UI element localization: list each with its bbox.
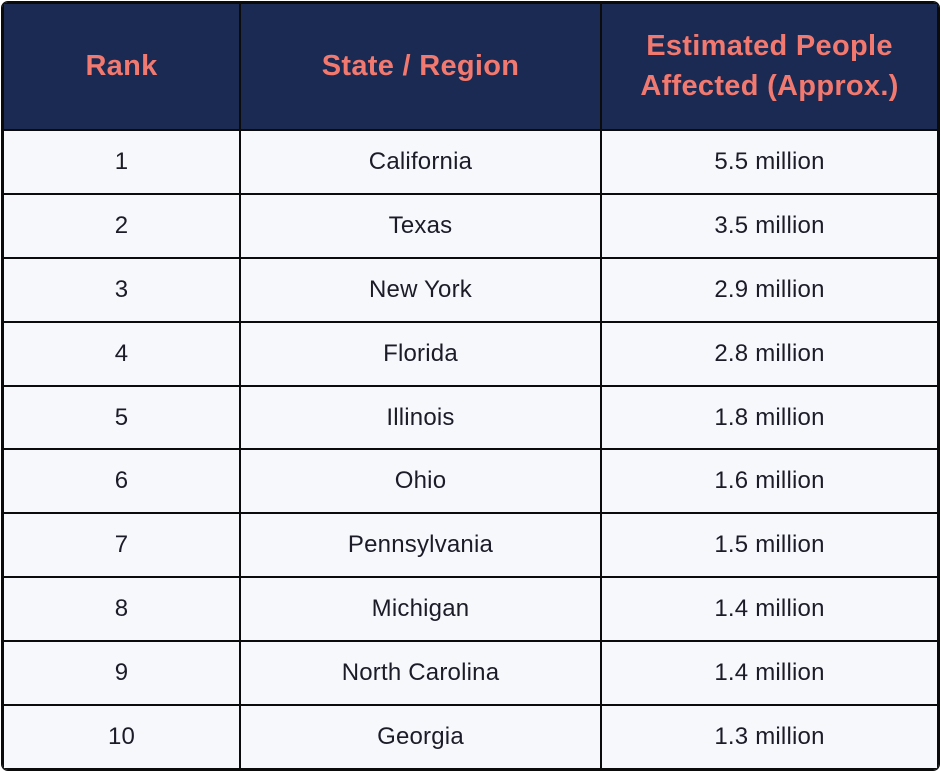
rank-cell: 7: [2, 512, 241, 579]
table-row: 9 North Carolina 1.4 million: [2, 640, 939, 707]
table-body: 1 California 5.5 million 2 Texas 3.5 million 3…: [2, 129, 939, 770]
table-row: 3 New York 2.9 million: [2, 256, 939, 323]
header-state-region: State / Region: [239, 2, 602, 131]
rank-cell: 9: [2, 640, 241, 707]
affected-cell: 1.5 million: [600, 512, 939, 579]
state-cell: Illinois: [239, 384, 602, 451]
header-rank: Rank: [2, 2, 241, 131]
affected-cell: 1.6 million: [600, 448, 939, 515]
affected-cell: 5.5 million: [600, 129, 939, 195]
affected-cell: 1.3 million: [600, 704, 939, 770]
affected-cell: 2.9 million: [600, 256, 939, 323]
state-cell: New York: [239, 256, 602, 323]
header-estimated-affected: Estimated People Affected (Approx.): [600, 2, 939, 131]
rank-cell: 10: [2, 704, 241, 770]
table-row: 8 Michigan 1.4 million: [2, 576, 939, 643]
rank-cell: 3: [2, 256, 241, 323]
table-row: 2 Texas 3.5 million: [2, 192, 939, 259]
table-row: 4 Florida 2.8 million: [2, 320, 939, 387]
state-cell: Florida: [239, 320, 602, 387]
table-row: 1 California 5.5 million: [2, 129, 939, 195]
rank-cell: 6: [2, 448, 241, 515]
affected-cell: 1.4 million: [600, 640, 939, 707]
rank-cell: 5: [2, 384, 241, 451]
state-cell: Ohio: [239, 448, 602, 515]
affected-cell: 2.8 million: [600, 320, 939, 387]
rank-cell: 2: [2, 192, 241, 259]
table-row: 5 Illinois 1.8 million: [2, 384, 939, 451]
table-row: 10 Georgia 1.3 million: [2, 704, 939, 770]
rank-cell: 4: [2, 320, 241, 387]
state-cell: Texas: [239, 192, 602, 259]
affected-cell: 1.8 million: [600, 384, 939, 451]
state-cell: Michigan: [239, 576, 602, 643]
state-cell: California: [239, 129, 602, 195]
table-header: Rank State / Region Estimated People Aff…: [2, 2, 939, 131]
state-cell: North Carolina: [239, 640, 602, 707]
header-row: Rank State / Region Estimated People Aff…: [2, 2, 939, 131]
table-row: 7 Pennsylvania 1.5 million: [2, 512, 939, 579]
state-cell: Georgia: [239, 704, 602, 770]
affected-cell: 1.4 million: [600, 576, 939, 643]
state-cell: Pennsylvania: [239, 512, 602, 579]
rank-cell: 1: [2, 129, 241, 195]
table-row: 6 Ohio 1.6 million: [2, 448, 939, 515]
affected-cell: 3.5 million: [600, 192, 939, 259]
rank-cell: 8: [2, 576, 241, 643]
